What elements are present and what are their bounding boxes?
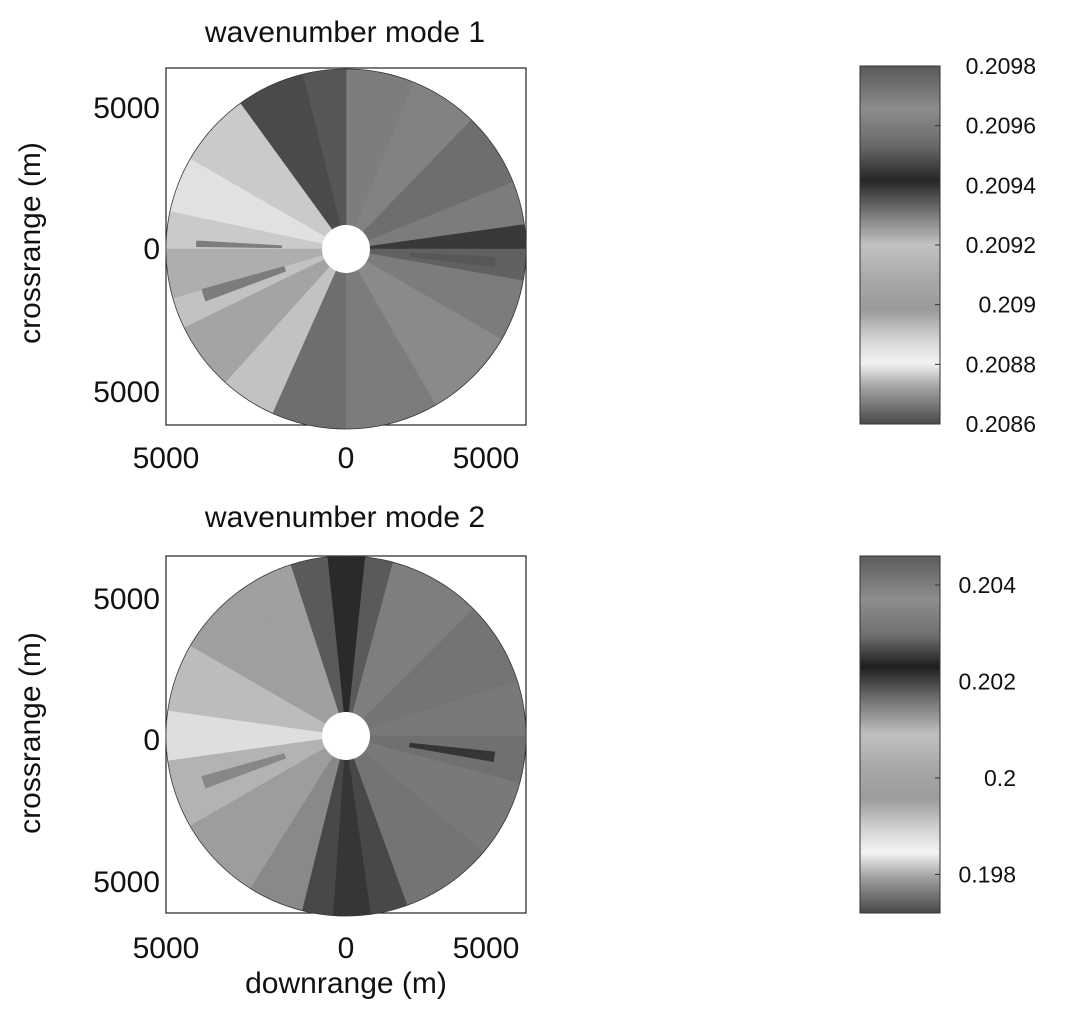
colorbar-mode-1: 0.2098 0.2096 0.2094 0.2092 0.209 0.2088 0.208… bbox=[859, 53, 1036, 437]
colorbar-mode-2: 0.204 0.202 0.2 0.198 bbox=[859, 555, 1016, 914]
panel-2-ylabel: crossrange (m) bbox=[14, 632, 47, 834]
panel-2-ytick-mid: 0 bbox=[143, 724, 160, 757]
panel-mode-1: wavenumber mode 1 5000 0 5000 5000 0 500… bbox=[14, 16, 527, 475]
colorbar-1-tick-label: 0.2096 bbox=[966, 113, 1036, 139]
panel-1-xtick-mid: 0 bbox=[338, 442, 355, 475]
panel-1-xtick-right: 5000 bbox=[453, 442, 520, 475]
panel-1-ytick-top: 5000 bbox=[93, 92, 160, 125]
colorbar-2-bar bbox=[859, 555, 941, 914]
panel-2-ytick-bottom: 5000 bbox=[93, 866, 160, 899]
panel-2-xtick-mid: 0 bbox=[338, 932, 355, 965]
colorbar-1-ticks: 0.2098 0.2096 0.2094 0.2092 0.209 0.2088 0.208… bbox=[935, 53, 1036, 437]
panel-mode-2: wavenumber mode 2 5000 0 5000 5000 0 500… bbox=[14, 501, 527, 1000]
panel-1-streak-1 bbox=[201, 266, 287, 302]
panel-1-sectors bbox=[165, 68, 527, 430]
colorbar-2-ticks: 0.204 0.202 0.2 0.198 bbox=[935, 572, 1016, 887]
colorbar-1-tick-label: 0.2086 bbox=[966, 411, 1036, 437]
panel-2-disk-edge bbox=[165, 555, 527, 917]
colorbar-1-tick-label: 0.209 bbox=[978, 292, 1036, 318]
colorbar-2-tick-label: 0.204 bbox=[958, 572, 1016, 598]
panel-2-xtick-right: 5000 bbox=[453, 932, 520, 965]
colorbar-1-tick-label: 0.2088 bbox=[966, 351, 1036, 377]
panel-2-xtick-left: 5000 bbox=[133, 932, 200, 965]
colorbar-1-tick-label: 0.2098 bbox=[966, 53, 1036, 79]
colorbar-1-tick-label: 0.2094 bbox=[966, 172, 1037, 198]
colorbar-2-tick-label: 0.2 bbox=[984, 765, 1016, 791]
colorbar-1-tick-label: 0.2092 bbox=[966, 232, 1036, 258]
panel-2-streak-2 bbox=[409, 742, 496, 763]
panel-2-sectors bbox=[165, 555, 527, 917]
panel-1-xtick-left: 5000 bbox=[133, 442, 200, 475]
panel-1-streak-2 bbox=[196, 240, 283, 249]
panel-2-streak-1 bbox=[201, 753, 287, 789]
panel-1-ytick-mid: 0 bbox=[143, 233, 160, 266]
panel-1-ytick-bottom: 5000 bbox=[93, 376, 160, 409]
panel-2-xlabel: downrange (m) bbox=[245, 967, 447, 1000]
panel-1-streak-3 bbox=[409, 252, 496, 268]
panel-1-ylabel: crossrange (m) bbox=[14, 142, 47, 344]
colorbar-1-bar bbox=[859, 65, 941, 425]
panel-2-ytick-top: 5000 bbox=[93, 583, 160, 616]
colorbar-2-tick-label: 0.202 bbox=[958, 668, 1016, 694]
panel-2-title: wavenumber mode 2 bbox=[204, 501, 485, 534]
panel-1-title: wavenumber mode 1 bbox=[204, 16, 485, 49]
colorbar-2-tick-label: 0.198 bbox=[958, 861, 1016, 887]
panel-1-disk-edge bbox=[165, 68, 527, 430]
panel-2-center-hole bbox=[322, 712, 370, 760]
panel-1-center-hole bbox=[322, 225, 370, 273]
